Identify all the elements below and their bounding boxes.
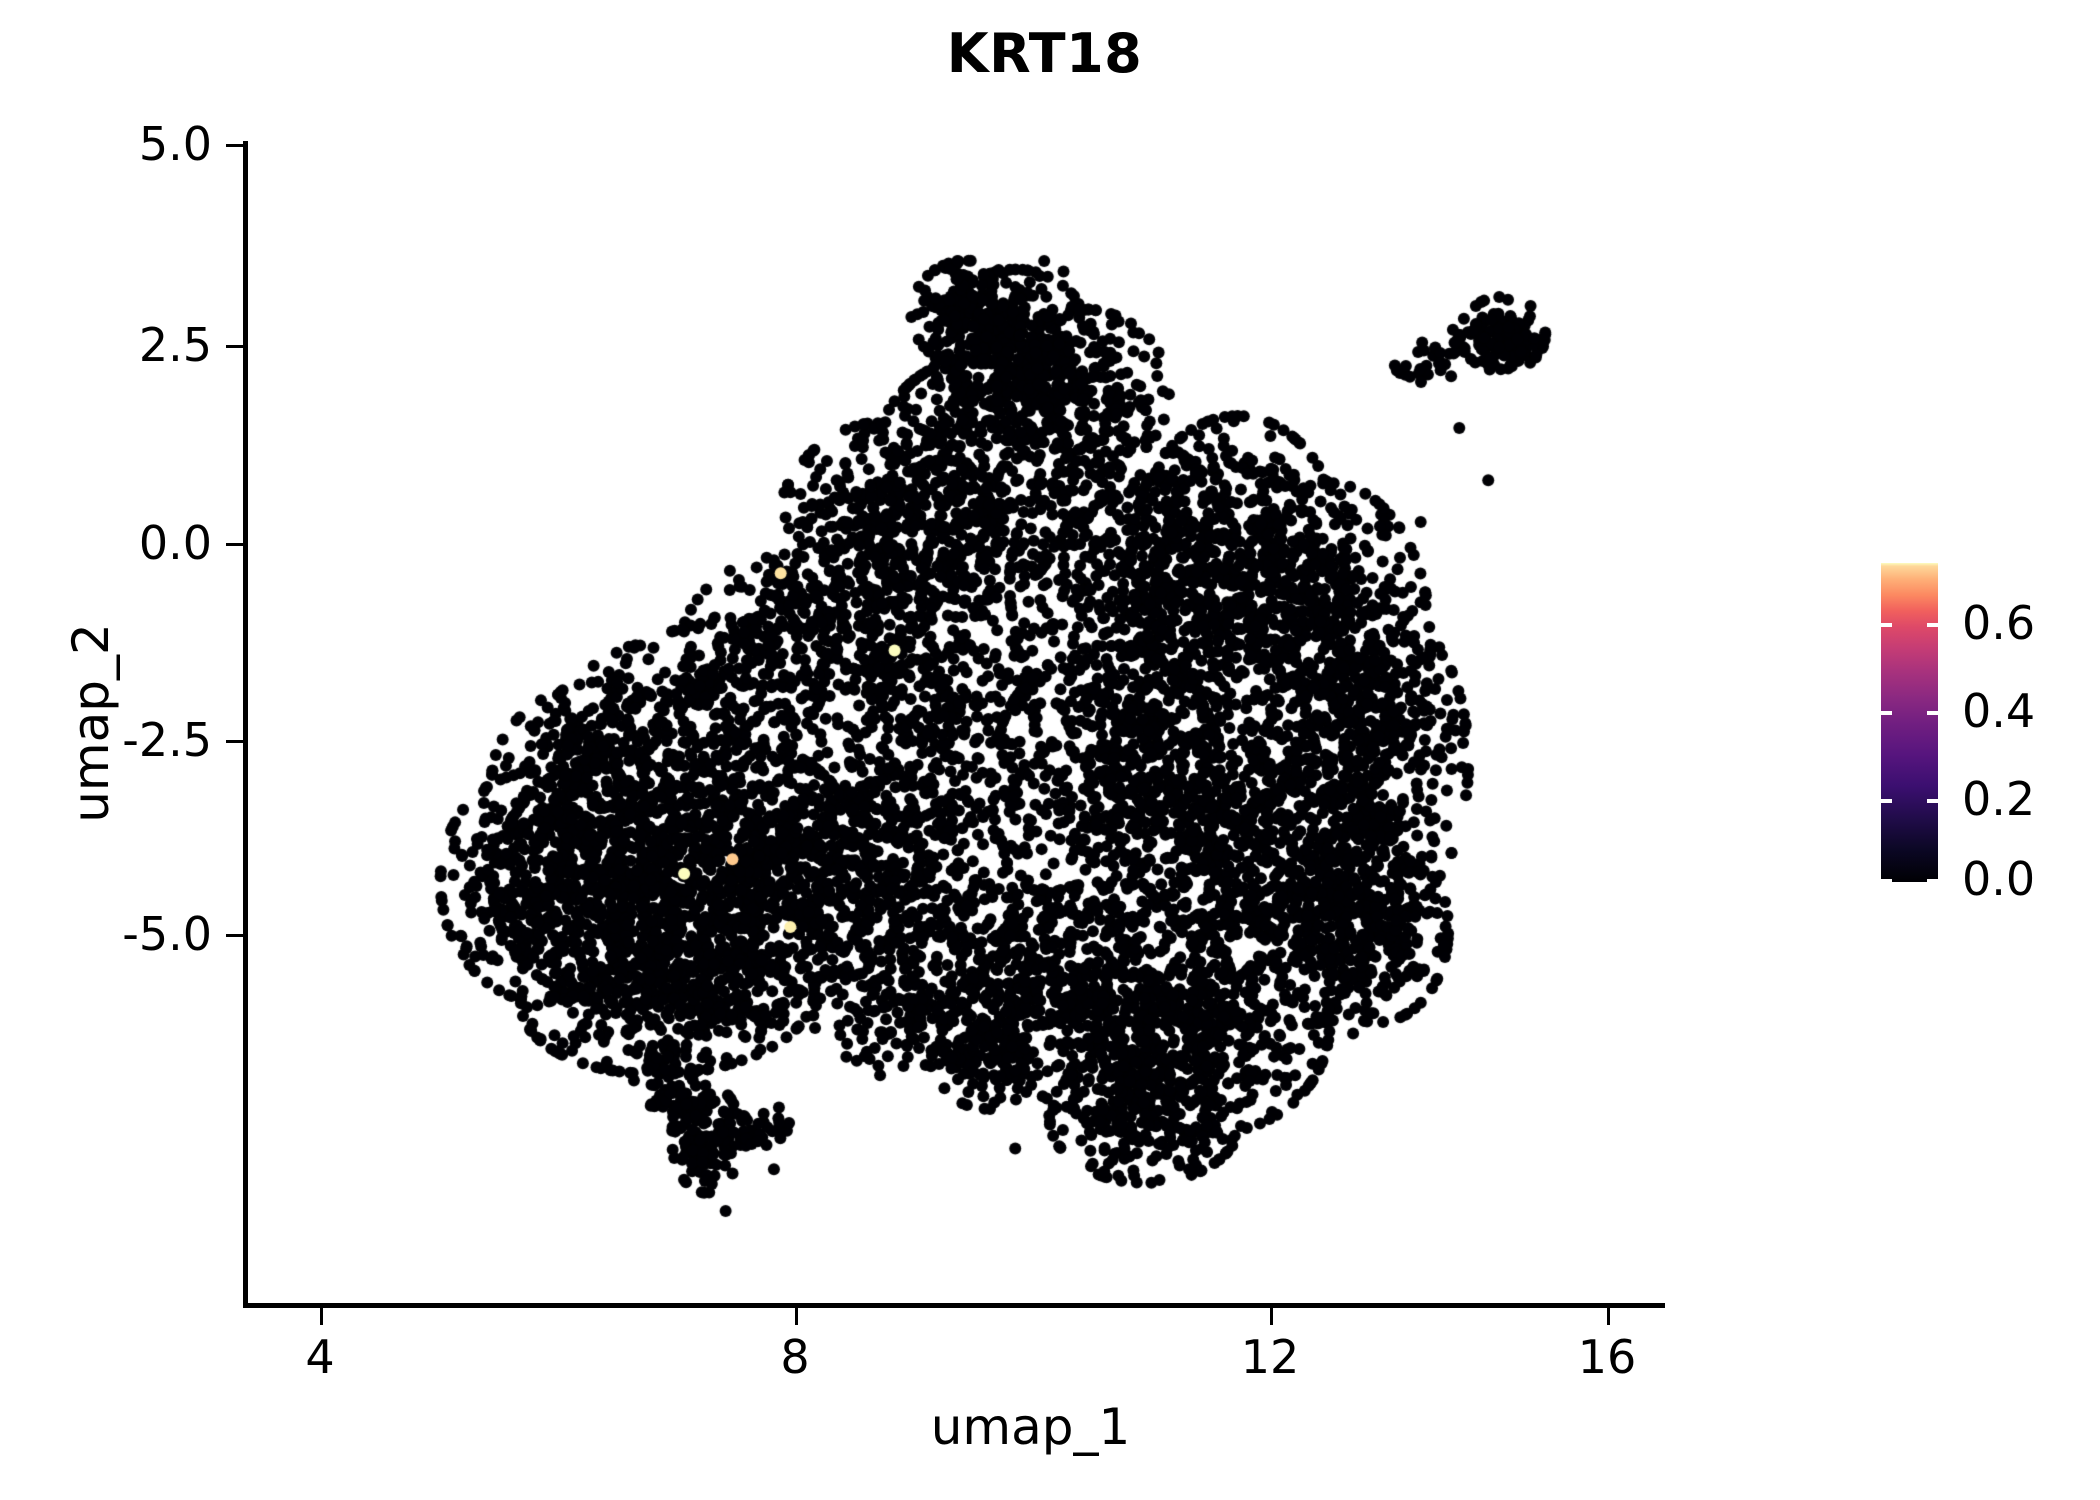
y-tick-label-3: -2.5: [122, 713, 212, 767]
colorbar-tick-2-right: [1927, 799, 1938, 803]
colorbar-tick-0-right: [1927, 623, 1938, 627]
y-tick-mark-3: [226, 740, 243, 743]
colorbar-tick-1-left: [1881, 711, 1892, 715]
y-tick-label-0: 5.0: [138, 117, 212, 171]
colorbar-tick-label-0: 0.6: [1962, 596, 2036, 650]
page-title: KRT18: [946, 22, 1143, 85]
x-tick-mark-3: [1607, 1308, 1610, 1325]
colorbar-tick-3-left: [1881, 879, 1892, 883]
y-axis-label: umap_2: [62, 623, 120, 823]
x-tick-mark-0: [320, 1308, 323, 1325]
x-tick-label-1: 8: [780, 1330, 810, 1384]
x-axis-label: umap_1: [930, 1398, 1131, 1456]
y-tick-mark-4: [226, 934, 243, 937]
colorbar-gradient: [1881, 563, 1938, 882]
x-tick-label-2: 12: [1240, 1330, 1300, 1384]
colorbar-tick-label-1: 0.4: [1962, 684, 2036, 738]
y-tick-label-4: -5.0: [122, 907, 212, 961]
scatter-points-layer: [243, 141, 1662, 1305]
x-tick-mark-2: [1270, 1308, 1273, 1325]
y-tick-label-1: 2.5: [138, 318, 212, 372]
y-tick-mark-1: [226, 345, 243, 348]
x-axis-spine: [243, 1303, 1665, 1308]
y-axis-spine: [243, 141, 248, 1308]
colorbar-tick-label-2: 0.2: [1962, 772, 2036, 826]
colorbar-tick-3-right: [1927, 879, 1938, 883]
scatter-plot-axes: [243, 141, 1662, 1305]
colorbar-tick-label-3: 0.0: [1962, 852, 2036, 906]
y-tick-mark-2: [226, 543, 243, 546]
colorbar-tick-0-left: [1881, 623, 1892, 627]
x-tick-mark-1: [795, 1308, 798, 1325]
y-tick-mark-0: [226, 144, 243, 147]
colorbar-tick-2-left: [1881, 799, 1892, 803]
colorbar: [1881, 563, 1938, 883]
x-tick-label-0: 4: [305, 1330, 335, 1384]
x-tick-label-3: 16: [1577, 1330, 1637, 1384]
y-tick-label-2: 0.0: [138, 516, 212, 570]
colorbar-tick-1-right: [1927, 711, 1938, 715]
